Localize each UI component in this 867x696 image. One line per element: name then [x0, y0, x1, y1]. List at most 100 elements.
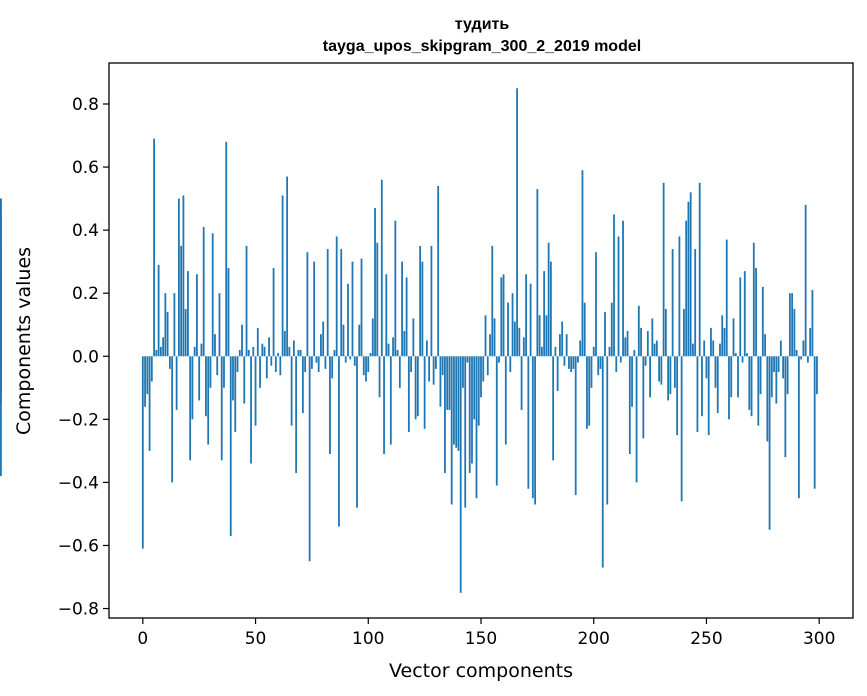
- bar-288: [791, 293, 794, 357]
- bar-133: [441, 356, 444, 376]
- bar-231: [662, 182, 665, 357]
- bar-259: [725, 239, 728, 357]
- y-tick-label: −0.6: [58, 536, 99, 556]
- bar-69: [297, 349, 300, 357]
- bar-147: [473, 356, 476, 420]
- bar-144: [466, 356, 469, 363]
- bar-143: [464, 356, 467, 508]
- bar-7: [157, 264, 160, 357]
- bar-188: [565, 334, 568, 357]
- bar-252: [710, 327, 712, 357]
- bar-129: [432, 356, 435, 385]
- bar-108: [385, 274, 388, 357]
- bar-60: [277, 353, 279, 357]
- bar-273: [757, 356, 760, 426]
- bar-6: [155, 349, 158, 357]
- x-axis-label: Vector components: [389, 660, 573, 682]
- bar-73: [306, 252, 309, 357]
- bar-23: [193, 346, 196, 357]
- bar-27: [202, 226, 205, 357]
- bar-213: [622, 220, 624, 357]
- bar-179: [545, 315, 548, 357]
- bar-264: [737, 356, 739, 398]
- bar-211: [617, 236, 620, 357]
- bar-246: [696, 356, 699, 432]
- bar-94: [353, 356, 356, 366]
- bar-95: [356, 356, 358, 508]
- bar-167: [518, 327, 521, 357]
- bar-125: [423, 356, 426, 429]
- y-tick-label: 0.2: [72, 284, 99, 304]
- bar-130: [435, 356, 437, 369]
- bar-160: [502, 274, 505, 357]
- bar-258: [723, 327, 726, 357]
- bar-150: [480, 356, 482, 398]
- bar-16: [177, 198, 180, 357]
- bar-282: [777, 356, 780, 373]
- bar-170: [525, 274, 527, 357]
- bar-22: [191, 356, 194, 420]
- bar-50: [254, 356, 257, 426]
- bar-undefined: [0, 198, 2, 357]
- bar-114: [398, 356, 401, 388]
- bar-183: [554, 346, 557, 357]
- bar-184: [556, 356, 559, 391]
- bar-100: [367, 356, 370, 373]
- bar-110: [389, 356, 392, 445]
- bar-93: [351, 261, 354, 357]
- bar-84: [331, 356, 334, 379]
- bar-2: [146, 356, 149, 395]
- bar-242: [687, 201, 690, 357]
- bar-280: [773, 356, 775, 373]
- bar-140: [457, 356, 460, 451]
- bar-266: [741, 356, 744, 363]
- bar-34: [218, 293, 221, 357]
- bar-194: [579, 340, 582, 357]
- bar-41: [234, 356, 237, 432]
- bar-128: [430, 245, 433, 357]
- y-tick-label: 0.6: [72, 158, 99, 178]
- bar-295: [807, 356, 809, 363]
- bar-72: [304, 356, 307, 373]
- bar-64: [286, 176, 289, 357]
- bar-202: [597, 356, 600, 376]
- bar-214: [624, 337, 627, 357]
- bar-182: [552, 356, 555, 461]
- bar-68: [295, 356, 298, 473]
- bar-46: [245, 245, 248, 357]
- bar-198: [588, 356, 591, 426]
- bar-4: [150, 356, 153, 382]
- bar-58: [272, 267, 275, 357]
- bar-256: [719, 343, 721, 357]
- bar-263: [734, 353, 737, 357]
- bar-149: [477, 356, 480, 426]
- bar-undefined: [0, 356, 2, 477]
- bar-221: [640, 327, 642, 357]
- bar-293: [802, 340, 805, 357]
- bar-109: [387, 343, 390, 357]
- bar-48: [250, 356, 252, 464]
- bar-172: [529, 283, 532, 357]
- x-tick-label: 300: [803, 629, 835, 649]
- bar-80: [322, 321, 325, 357]
- bar-135: [446, 356, 449, 410]
- bar-217: [631, 356, 633, 407]
- bar-107: [383, 356, 385, 455]
- bar-43: [238, 349, 241, 357]
- bar-97: [360, 258, 363, 357]
- x-tick-label: 150: [465, 629, 497, 649]
- x-tick-label: 200: [578, 629, 610, 649]
- bar-235: [671, 249, 674, 357]
- bar-24: [196, 274, 198, 357]
- bar-13: [171, 356, 174, 483]
- bar-284: [782, 356, 785, 379]
- bar-30: [209, 356, 212, 388]
- bar-209: [613, 214, 615, 357]
- bar-243: [689, 192, 692, 357]
- bar-134: [444, 356, 446, 473]
- chart-subtitle: tayga_upos_skipgram_300_2_2019 model: [323, 38, 641, 55]
- bar-81: [324, 356, 327, 369]
- bar-42: [236, 356, 239, 373]
- bar-52: [259, 356, 261, 388]
